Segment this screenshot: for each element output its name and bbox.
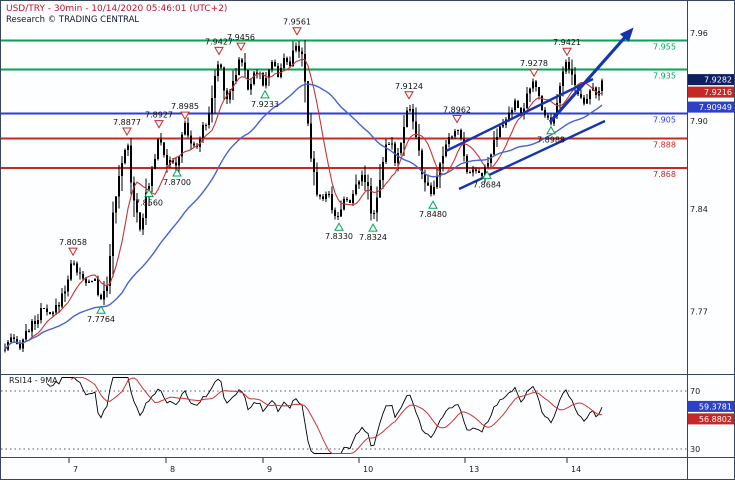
x-tick-label: 14 xyxy=(571,465,581,474)
pivot-high-label: 7.9561 xyxy=(283,18,311,27)
pivot-high-triangle-icon xyxy=(68,247,78,257)
pivot-low-triangle-icon xyxy=(260,89,270,99)
rsi-tick-label: 70 xyxy=(690,387,700,396)
last-value-badge-label: 56.8802 xyxy=(699,415,732,424)
level-label: 7.888 xyxy=(653,141,676,150)
pivot-low-triangle-icon xyxy=(368,223,378,232)
pivot-low-label: 7.8700 xyxy=(163,178,191,187)
candle-wicks-layer xyxy=(4,40,603,353)
pivot-high-label: 7.8877 xyxy=(113,118,141,127)
last-value-badge xyxy=(688,86,734,98)
pivot-high-label: 7.9278 xyxy=(520,59,548,68)
pivot-high-label: 7.9124 xyxy=(395,82,423,91)
x-tick-label: 13 xyxy=(469,465,479,474)
pivot-high-triangle-icon xyxy=(404,91,414,100)
trend-channel-line xyxy=(445,77,594,153)
pivot-low-triangle-icon xyxy=(334,222,344,231)
pivot-low-triangle-icon xyxy=(482,170,492,179)
pivot-low-triangle-icon xyxy=(144,188,154,198)
level-label: 7.905 xyxy=(653,116,676,125)
pivot-low-triangle-icon xyxy=(96,305,106,314)
x-tick-label: 8 xyxy=(170,465,175,474)
pivot-low-label: 7.8560 xyxy=(135,199,163,208)
pivot-high-label: 7.8058 xyxy=(59,238,87,247)
last-value-badge xyxy=(688,400,734,412)
pivot-high-triangle-icon xyxy=(214,46,224,56)
price-tick-label: 7.84 xyxy=(690,205,708,214)
price-tick-label: 7.77 xyxy=(690,308,708,317)
last-value-badge-label: 7.9282 xyxy=(704,76,732,85)
x-tick-label: 9 xyxy=(267,465,272,474)
price-tick-label: 7.90 xyxy=(690,117,708,126)
rsi-ma-line xyxy=(70,377,603,454)
pivot-high-label: 7.8962 xyxy=(443,106,471,115)
pivot-high-label: 7.9456 xyxy=(227,33,255,42)
pivot-high-label: 7.8985 xyxy=(171,102,199,111)
rsi-tick-label: 30 xyxy=(690,445,700,454)
pivot-high-triangle-icon xyxy=(562,47,572,57)
level-label: 7.868 xyxy=(653,170,676,179)
candle-bodies-layer xyxy=(4,46,603,351)
pivot-low-label: 7.7764 xyxy=(87,315,115,324)
pivot-low-triangle-icon xyxy=(172,167,182,177)
pivot-low-label: 7.8324 xyxy=(359,233,387,242)
pivot-high-triangle-icon xyxy=(154,120,164,129)
rsi-pane-title: RSI14 - 9MA xyxy=(9,376,58,385)
projection-arrow xyxy=(548,33,629,124)
price-tick-label: 7.96 xyxy=(690,29,708,38)
pivot-high-triangle-icon xyxy=(236,42,246,52)
ma-fast-line xyxy=(4,58,603,350)
projection-arrowhead xyxy=(619,27,634,42)
pivot-high-triangle-icon xyxy=(529,68,539,78)
pivot-high-triangle-icon xyxy=(452,115,462,124)
rsi-line xyxy=(46,377,603,454)
instrument-title: USD/TRY - 30min - 10/14/2020 05:46:01 (U… xyxy=(6,4,228,14)
last-value-badge-label: 7.90949 xyxy=(699,103,732,112)
x-tick-label: 7 xyxy=(73,465,78,474)
x-tick-label: 10 xyxy=(363,465,373,474)
pivot-low-triangle-icon xyxy=(428,200,438,209)
pivot-low-triangle-icon xyxy=(546,125,556,135)
pivot-low-label: 7.8988 xyxy=(537,136,565,145)
level-label: 7.955 xyxy=(653,42,676,51)
pivot-low-label: 7.8330 xyxy=(325,232,353,241)
last-value-badge xyxy=(688,74,734,86)
last-value-badge-label: 59.3781 xyxy=(699,402,732,411)
pivot-high-label: 7.9421 xyxy=(553,38,581,47)
provider-credit: Research © TRADING CENTRAL xyxy=(6,15,140,25)
pivot-high-label: 7.8927 xyxy=(145,111,173,120)
pivot-high-triangle-icon xyxy=(122,127,132,137)
trend-channel-line xyxy=(458,119,606,191)
last-value-badge xyxy=(688,413,734,425)
level-label: 7.935 xyxy=(653,72,676,81)
last-value-badge xyxy=(688,101,734,113)
pivot-high-triangle-icon xyxy=(180,111,190,121)
last-value-badge-label: 7.9216 xyxy=(704,88,732,97)
ma-slow-line xyxy=(4,83,603,350)
pivot-low-label: 7.8684 xyxy=(473,180,501,189)
pivot-high-triangle-icon xyxy=(292,27,302,36)
pivot-low-label: 7.8480 xyxy=(419,210,447,219)
pivot-high-label: 7.9427 xyxy=(205,37,233,46)
pivot-low-label: 7.9233 xyxy=(251,100,279,109)
